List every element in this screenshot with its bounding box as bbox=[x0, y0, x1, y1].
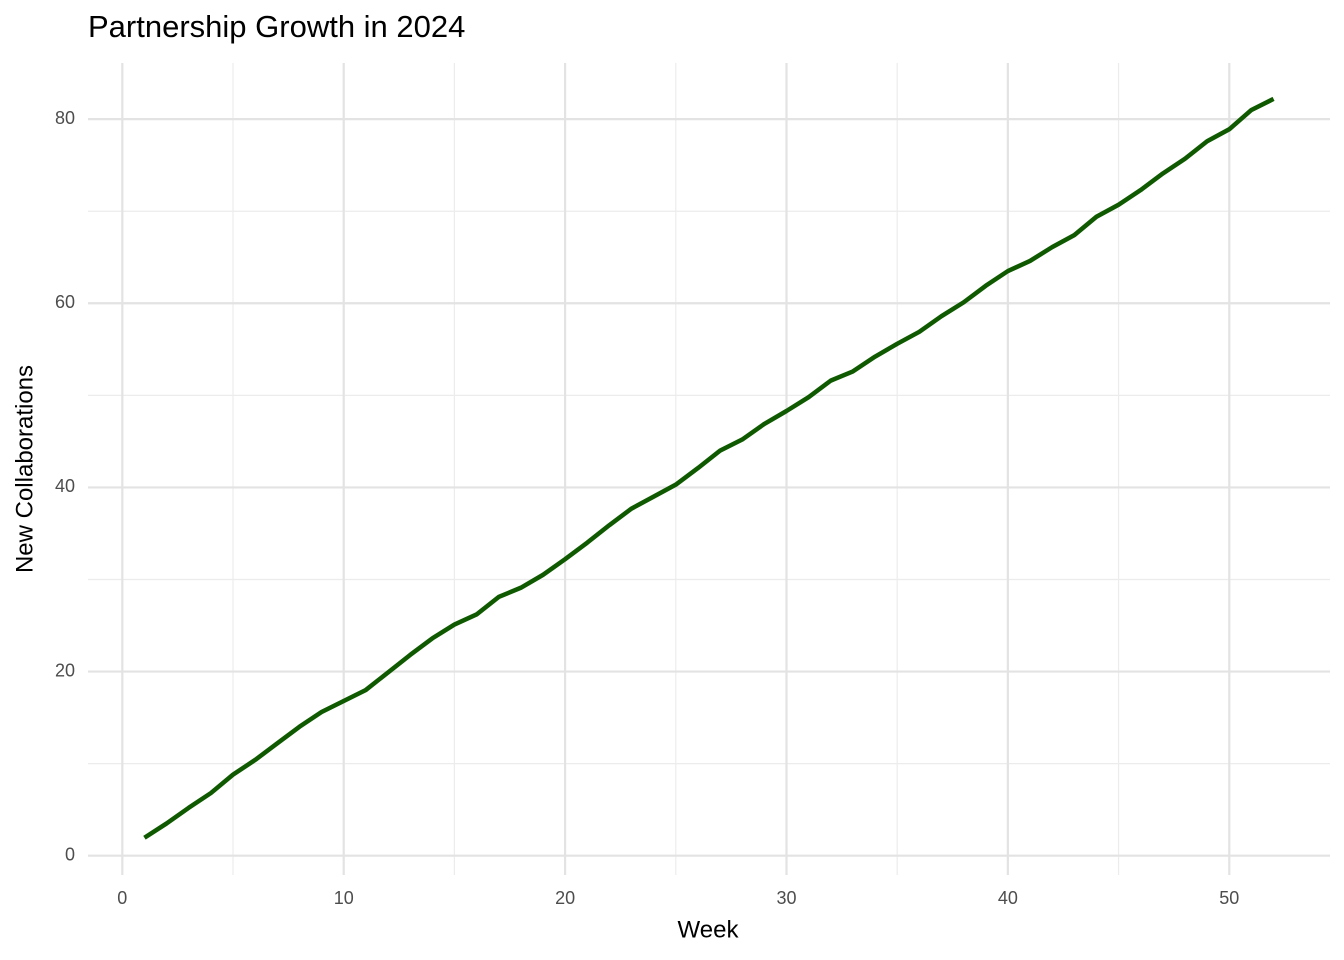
data-line bbox=[143, 96, 1275, 840]
x-tick-label: 30 bbox=[776, 888, 796, 908]
y-tick-label: 60 bbox=[55, 292, 75, 312]
y-tick-label: 0 bbox=[65, 844, 75, 864]
x-tick-label: 40 bbox=[998, 888, 1018, 908]
x-tick-label: 50 bbox=[1219, 888, 1239, 908]
y-tick-label: 80 bbox=[55, 108, 75, 128]
x-tick-label: 0 bbox=[117, 888, 127, 908]
y-tick-label: 20 bbox=[55, 660, 75, 680]
x-tick-label: 20 bbox=[555, 888, 575, 908]
y-tick-label: 40 bbox=[55, 476, 75, 496]
x-axis-label: Week bbox=[678, 916, 740, 943]
chart-title: Partnership Growth in 2024 bbox=[88, 9, 465, 44]
y-axis-label: New Collaborations bbox=[11, 365, 38, 573]
x-tick-label: 10 bbox=[334, 888, 354, 908]
